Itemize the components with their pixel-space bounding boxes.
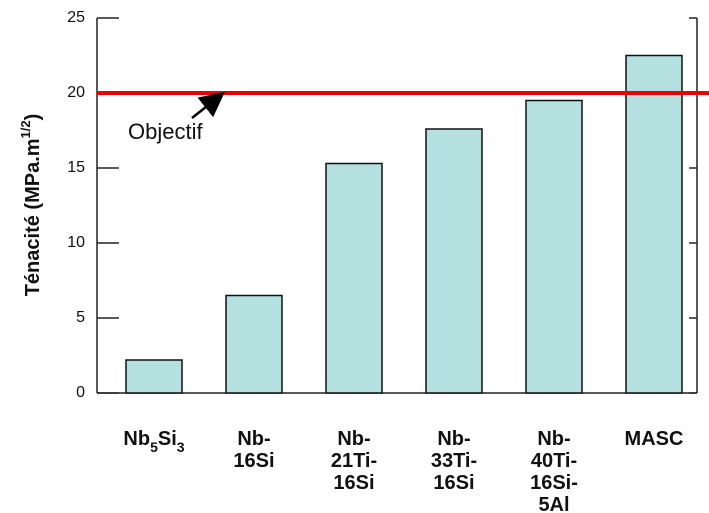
bar (425, 128, 483, 394)
x-tick-label: Nb-16Si (233, 428, 274, 472)
annotation: Objectif (128, 119, 203, 144)
annotation-arrow (191, 91, 225, 119)
bar (225, 294, 283, 394)
y-tick-label: 20 (67, 84, 85, 101)
y-tick-label: 10 (67, 234, 85, 251)
bar (325, 162, 383, 394)
y-tick-label: 25 (67, 9, 85, 26)
y-tick-label: 15 (67, 159, 85, 176)
bar (125, 359, 183, 394)
x-tick-label: Nb-40Ti-16Si-5Al (530, 428, 578, 513)
x-tick-label: MASC (625, 428, 684, 450)
y-axis-label: Ténacité (MPa.m1/2) (18, 114, 44, 297)
x-tick-label: Nb-33Ti-16Si (431, 428, 477, 494)
bar (625, 54, 683, 394)
y-tick-label: 5 (76, 309, 85, 326)
bar (525, 99, 583, 394)
y-tick-label: 0 (76, 384, 85, 401)
x-tick-label: Nb5Si3 (123, 428, 184, 454)
x-tick-label: Nb-21Ti-16Si (331, 428, 377, 494)
